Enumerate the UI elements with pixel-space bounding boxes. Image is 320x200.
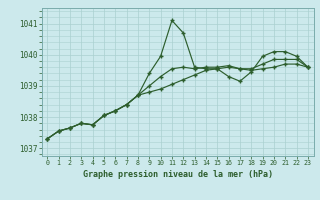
X-axis label: Graphe pression niveau de la mer (hPa): Graphe pression niveau de la mer (hPa): [83, 170, 273, 179]
